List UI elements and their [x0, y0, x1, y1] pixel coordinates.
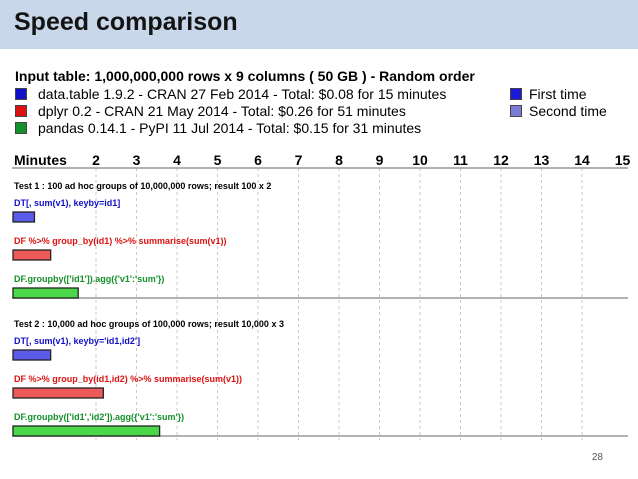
x-tick-label: 10 — [412, 152, 428, 168]
x-tick-label: 2 — [92, 152, 100, 168]
x-tick-label: 11 — [453, 152, 468, 168]
legend-pandas: pandas 0.14.1 - PyPI 11 Jul 2014 - Total… — [38, 120, 422, 136]
bar-label: DF.groupby(['id1','id2']).agg({'v1':'sum… — [14, 412, 184, 422]
slide-title: Speed comparison — [14, 8, 238, 36]
page-number: 28 — [591, 452, 603, 463]
bar-label: DF %>% group_by(id1,id2) %>% summarise(s… — [14, 374, 242, 384]
x-tick-label: 9 — [376, 152, 384, 168]
title-band — [0, 0, 638, 49]
legend-data-table: data.table 1.9.2 - CRAN 27 Feb 2014 - To… — [38, 86, 447, 102]
legend-swatch-dplyr — [15, 105, 27, 117]
legend-swatch-second-time — [510, 105, 522, 117]
group-title: Test 1 : 100 ad hoc groups of 10,000,000… — [14, 181, 271, 191]
bar — [12, 387, 104, 399]
legend-swatch-pandas — [15, 122, 27, 134]
x-tick-label: 4 — [173, 152, 181, 168]
legend-second-time: Second time — [529, 103, 607, 119]
bar — [12, 349, 52, 361]
x-tick-label: 13 — [534, 152, 550, 168]
x-tick-label: 6 — [254, 152, 262, 168]
bar-label: DF %>% group_by(id1) %>% summarise(sum(v… — [14, 236, 227, 246]
legend-swatch-data-table — [15, 88, 27, 100]
bar — [12, 249, 52, 261]
bar-label: DT[, sum(v1), keyby='id1,id2'] — [14, 336, 140, 346]
x-axis-label: Minutes — [14, 152, 67, 168]
group-title: Test 2 : 10,000 ad hoc groups of 100,000… — [14, 319, 284, 329]
x-tick-label: 8 — [335, 152, 343, 168]
x-tick-label: 5 — [214, 152, 222, 168]
legend-dplyr: dplyr 0.2 - CRAN 21 May 2014 - Total: $0… — [38, 103, 406, 119]
bar-label: DT[, sum(v1), keyby=id1] — [14, 198, 120, 208]
legend-swatch-first-time — [510, 88, 522, 100]
x-tick-label: 15 — [615, 152, 631, 168]
x-tick-label: 14 — [574, 152, 590, 168]
x-tick-label: 3 — [133, 152, 141, 168]
legend-header: Input table: 1,000,000,000 rows x 9 colu… — [15, 68, 475, 84]
bar — [12, 211, 36, 223]
bar — [12, 287, 79, 299]
x-tick-label: 12 — [493, 152, 509, 168]
legend-first-time: First time — [529, 86, 587, 102]
bar — [12, 425, 161, 437]
bar-label: DF.groupby(['id1']).agg({'v1':'sum'}) — [14, 274, 164, 284]
x-tick-label: 7 — [295, 152, 303, 168]
